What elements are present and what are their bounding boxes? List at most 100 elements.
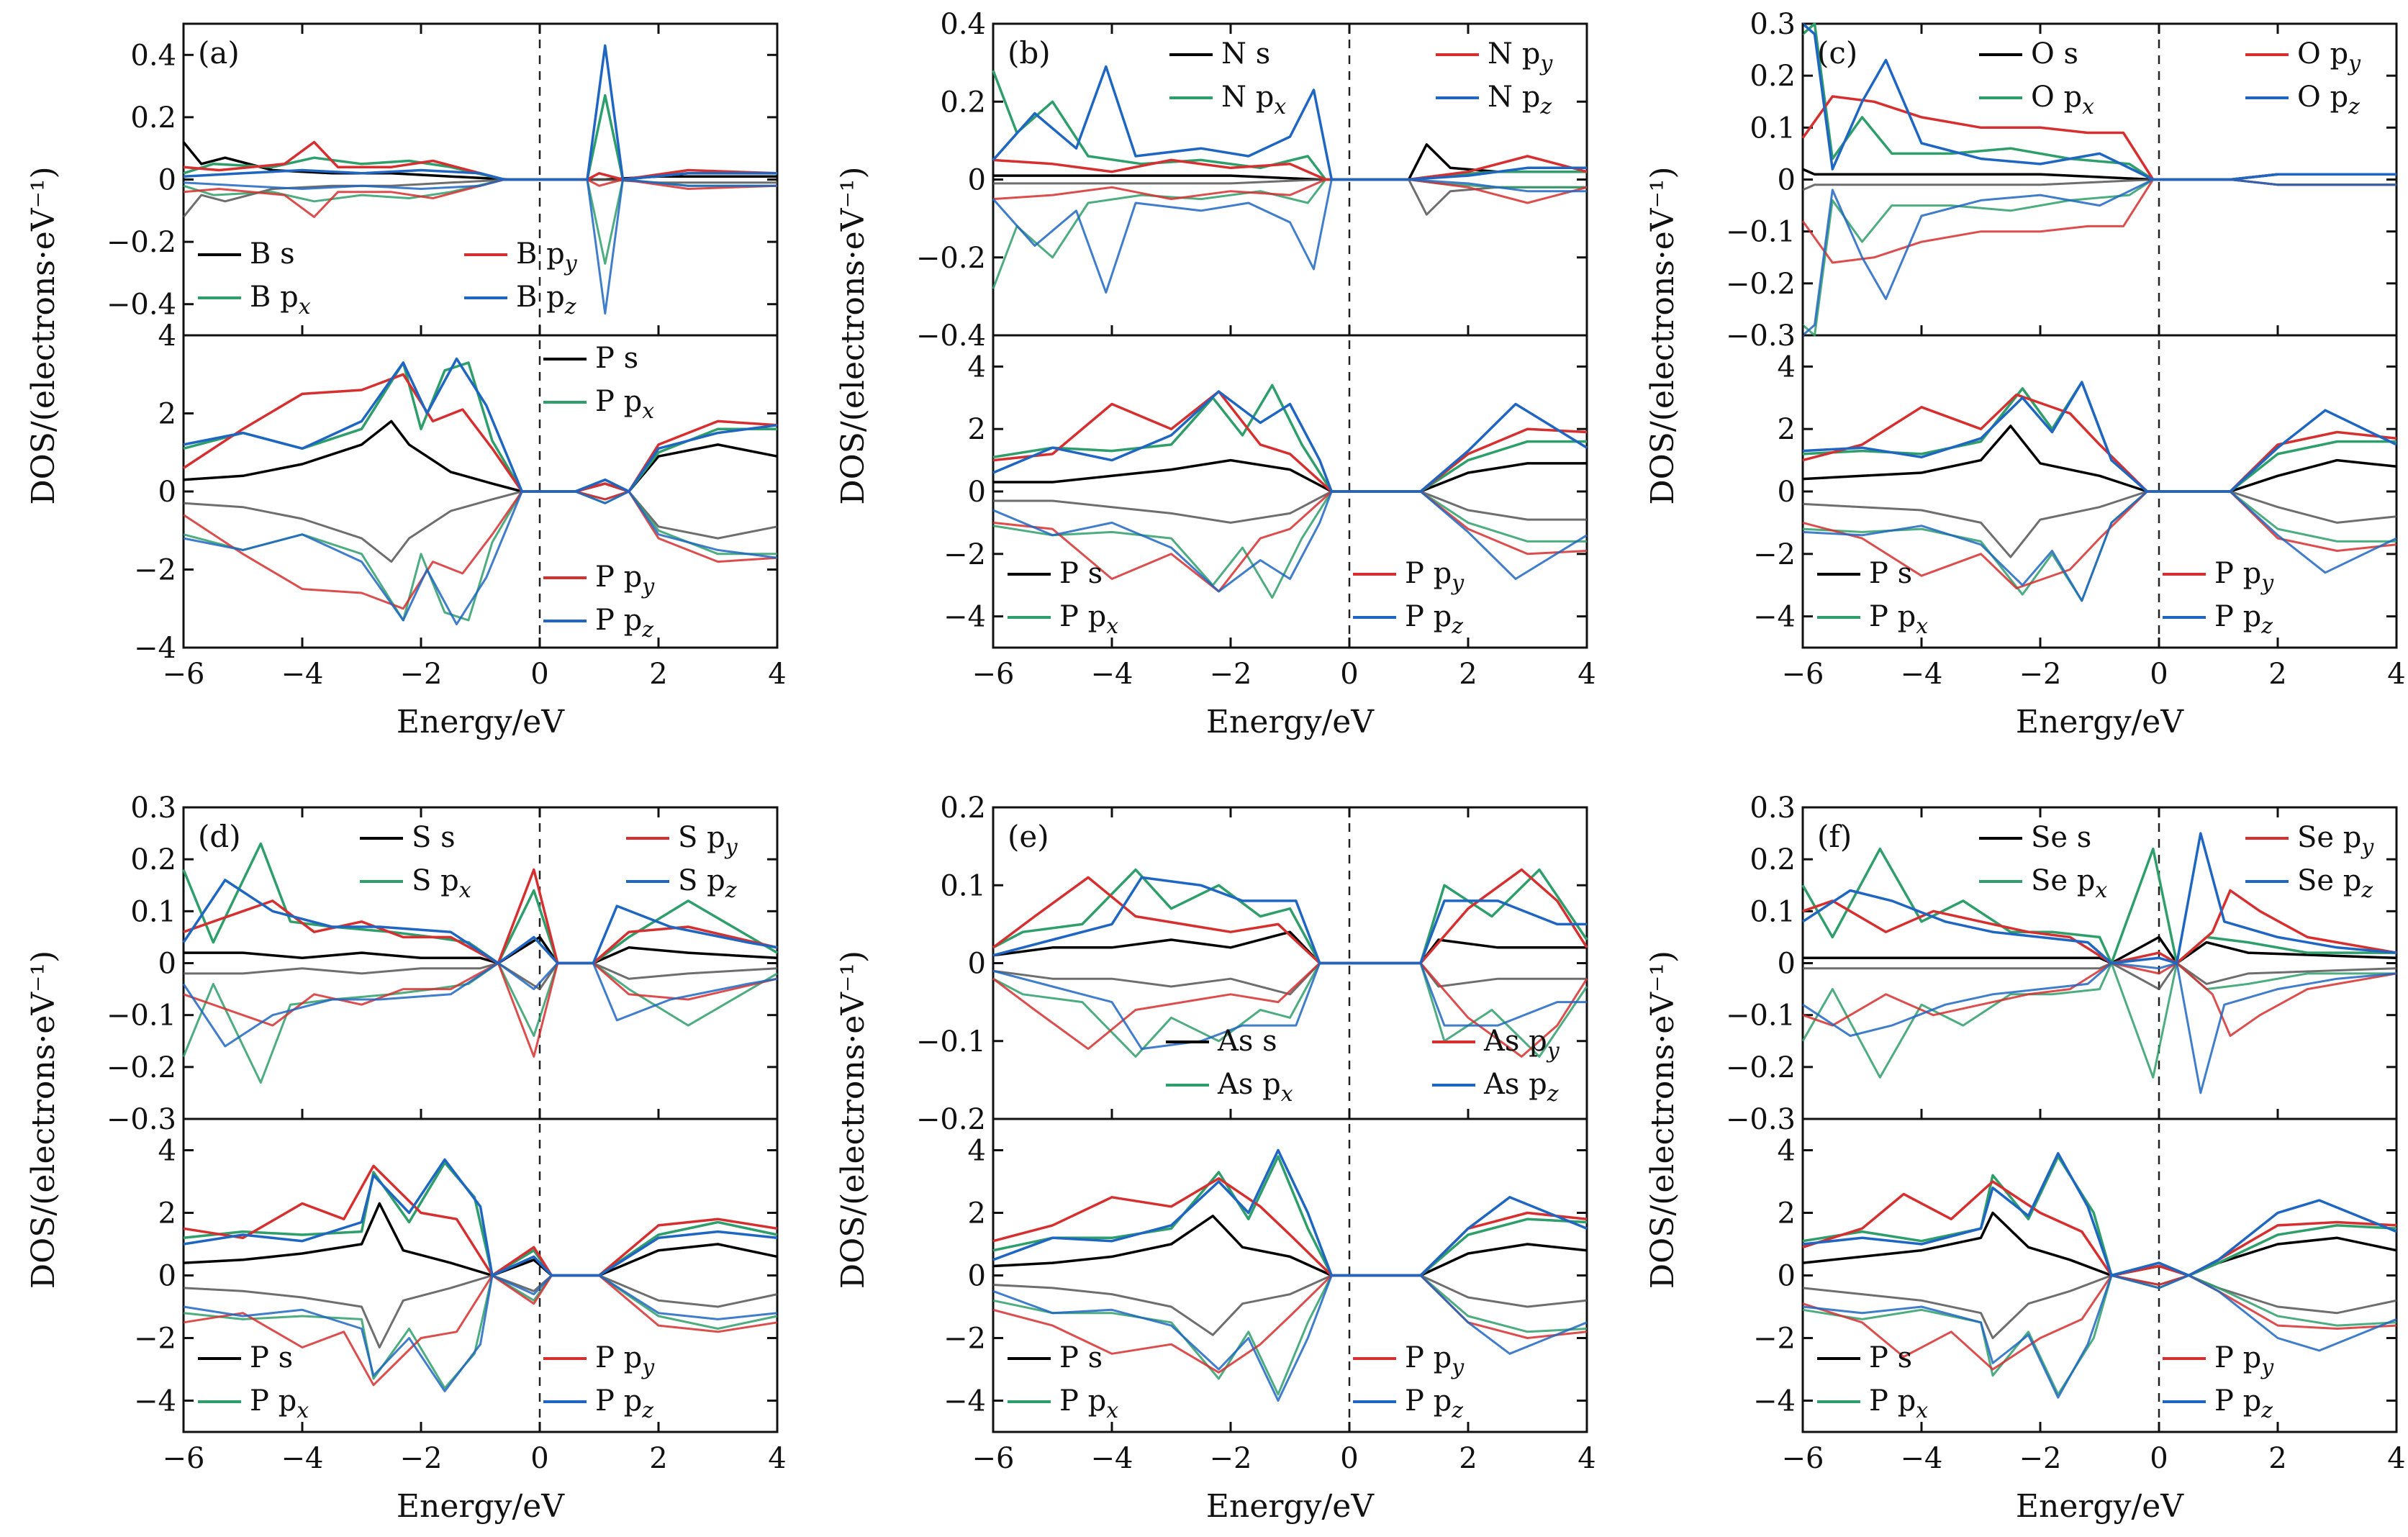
y-tick-label: −4 bbox=[134, 1385, 176, 1418]
x-tick-label: −2 bbox=[1210, 1442, 1252, 1475]
y-tick-label: −0.2 bbox=[1726, 268, 1796, 301]
legend-bottom-right-label: P pz bbox=[595, 1384, 653, 1423]
series-pz-spin-down bbox=[1802, 490, 2397, 602]
y-tick-label: −0.1 bbox=[107, 999, 176, 1033]
series-pz-spin-down bbox=[182, 962, 778, 1048]
x-tick-label: −4 bbox=[1091, 658, 1133, 691]
y-tick-label: 0.1 bbox=[1750, 112, 1796, 145]
y-tick-label: −0.2 bbox=[916, 1103, 986, 1136]
legend-top-label: N py bbox=[1488, 37, 1553, 76]
y-tick-label: 2 bbox=[1778, 1197, 1796, 1230]
x-tick-label: 0 bbox=[530, 658, 548, 691]
y-tick-label: 0 bbox=[158, 948, 176, 981]
y-tick-label: 2 bbox=[968, 413, 986, 446]
series-pz-spin-down bbox=[992, 1274, 1588, 1402]
y-tick-label: −2 bbox=[1753, 538, 1796, 571]
legend-top-label: S s bbox=[412, 821, 456, 854]
legend-bottom-left-label: P px bbox=[1059, 1384, 1118, 1423]
x-tick-label: 0 bbox=[530, 1442, 548, 1475]
panel-label: (a) bbox=[198, 35, 240, 71]
series-py-spin-down bbox=[992, 962, 1588, 1058]
legend-bottom-right-label: P pz bbox=[1405, 1384, 1463, 1423]
series-px-spin-up bbox=[182, 842, 778, 965]
x-tick-label: 2 bbox=[649, 658, 667, 691]
y-tick-label: 0 bbox=[158, 476, 176, 509]
y-tick-label: −0.4 bbox=[107, 289, 176, 322]
y-tick-label: 2 bbox=[1778, 413, 1796, 446]
series-s-spin-down bbox=[1803, 962, 2397, 991]
x-tick-label: −4 bbox=[281, 658, 324, 691]
series-pz-spin-up bbox=[182, 879, 778, 965]
y-tick-label: 4 bbox=[158, 319, 176, 353]
x-tick-label: −4 bbox=[1901, 1442, 1943, 1475]
panel-label: (f) bbox=[1817, 819, 1852, 854]
y-tick-label: 0 bbox=[1778, 164, 1796, 197]
y-axis-title: DOS/(electrons·eV⁻¹) bbox=[835, 166, 872, 504]
legend-top-label: S px bbox=[412, 864, 471, 903]
series-px-spin-up bbox=[992, 1155, 1588, 1277]
x-tick-label: 0 bbox=[1340, 658, 1358, 691]
x-tick-label: −6 bbox=[972, 1442, 1015, 1475]
series-px-spin-down bbox=[1801, 962, 2396, 1079]
x-tick-label: −6 bbox=[972, 658, 1015, 691]
series-s-spin-down bbox=[183, 1274, 778, 1348]
series-px-spin-down bbox=[1802, 1274, 2397, 1396]
legend-top-label: B s bbox=[250, 237, 295, 271]
legend-bottom-right-label: P pz bbox=[2214, 1384, 2273, 1423]
legend-top-label: B pz bbox=[516, 281, 576, 319]
y-tick-label: −0.2 bbox=[107, 1051, 176, 1084]
panel-label: (e) bbox=[1008, 819, 1049, 854]
series-pz-spin-down bbox=[1802, 178, 2396, 337]
x-tick-label: 2 bbox=[1459, 658, 1477, 691]
y-tick-label: −2 bbox=[134, 1323, 176, 1356]
legend-bottom-left-label: P px bbox=[1869, 1384, 1928, 1423]
y-tick-label: −4 bbox=[134, 632, 176, 665]
legend-top-label: O py bbox=[2297, 37, 2361, 76]
x-tick-label: 0 bbox=[2150, 658, 2168, 691]
series-py-spin-up bbox=[183, 373, 778, 493]
y-axis-title: DOS/(electrons·eV⁻¹) bbox=[835, 951, 872, 1289]
series-pz-spin-down bbox=[183, 1274, 778, 1392]
legend-top-label: O px bbox=[2031, 81, 2094, 119]
y-tick-label: −4 bbox=[1753, 601, 1796, 634]
series-s-spin-up bbox=[183, 420, 778, 493]
y-tick-label: −4 bbox=[943, 601, 986, 634]
series-px-spin-down bbox=[992, 490, 1587, 599]
x-tick-label: −2 bbox=[400, 658, 443, 691]
series-s-spin-down bbox=[182, 178, 777, 218]
legend-top-label: B py bbox=[516, 237, 578, 276]
series-pz-spin-down bbox=[183, 490, 778, 625]
y-tick-label: −0.4 bbox=[916, 319, 986, 353]
series-px-spin-down bbox=[183, 490, 777, 622]
series-py-spin-up bbox=[183, 1164, 778, 1277]
series-px-spin-down bbox=[182, 962, 778, 1084]
legend-bottom-left-label: P px bbox=[1869, 600, 1928, 639]
series-px-spin-up bbox=[992, 868, 1588, 965]
legend-bottom-right-label: P py bbox=[2214, 557, 2274, 596]
legend-bottom-right-label: P py bbox=[1405, 557, 1465, 596]
y-tick-label: 2 bbox=[968, 1197, 986, 1230]
legend-top-label: As s bbox=[1217, 1025, 1277, 1058]
series-py-spin-up bbox=[992, 155, 1588, 181]
x-tick-label: 4 bbox=[2387, 658, 2405, 691]
y-tick-label: −2 bbox=[134, 554, 176, 587]
y-tick-label: 4 bbox=[158, 1135, 176, 1168]
series-py-spin-up bbox=[992, 868, 1588, 965]
y-tick-label: 4 bbox=[968, 1135, 986, 1168]
y-tick-label: 2 bbox=[158, 398, 176, 431]
x-tick-label: 2 bbox=[2268, 1442, 2286, 1475]
series-px-spin-up bbox=[1802, 1155, 2397, 1277]
legend-top-label: O pz bbox=[2297, 81, 2360, 119]
x-tick-label: −4 bbox=[1091, 1442, 1133, 1475]
legend-bottom-left-label: P px bbox=[1059, 600, 1118, 639]
series-py-spin-up bbox=[992, 390, 1588, 493]
y-tick-label: 0.3 bbox=[1750, 8, 1796, 41]
series-pz-spin-up bbox=[992, 1148, 1588, 1277]
legend-bottom-right-label: P py bbox=[595, 1341, 655, 1380]
legend-top-label: O s bbox=[2031, 37, 2078, 71]
legend-bottom-left-label: P px bbox=[250, 1384, 309, 1423]
series-pz-spin-up bbox=[992, 390, 1588, 493]
series-pz-spin-down bbox=[992, 178, 1587, 294]
